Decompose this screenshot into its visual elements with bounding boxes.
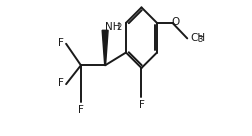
- Text: F: F: [58, 78, 64, 89]
- Text: F: F: [58, 38, 64, 48]
- Text: 3: 3: [197, 35, 202, 44]
- Polygon shape: [102, 30, 108, 65]
- Text: F: F: [78, 105, 84, 115]
- Text: CH: CH: [191, 33, 206, 43]
- Text: F: F: [139, 100, 145, 110]
- Text: O: O: [171, 17, 179, 27]
- Text: NH: NH: [105, 22, 120, 32]
- Text: 2: 2: [117, 23, 122, 32]
